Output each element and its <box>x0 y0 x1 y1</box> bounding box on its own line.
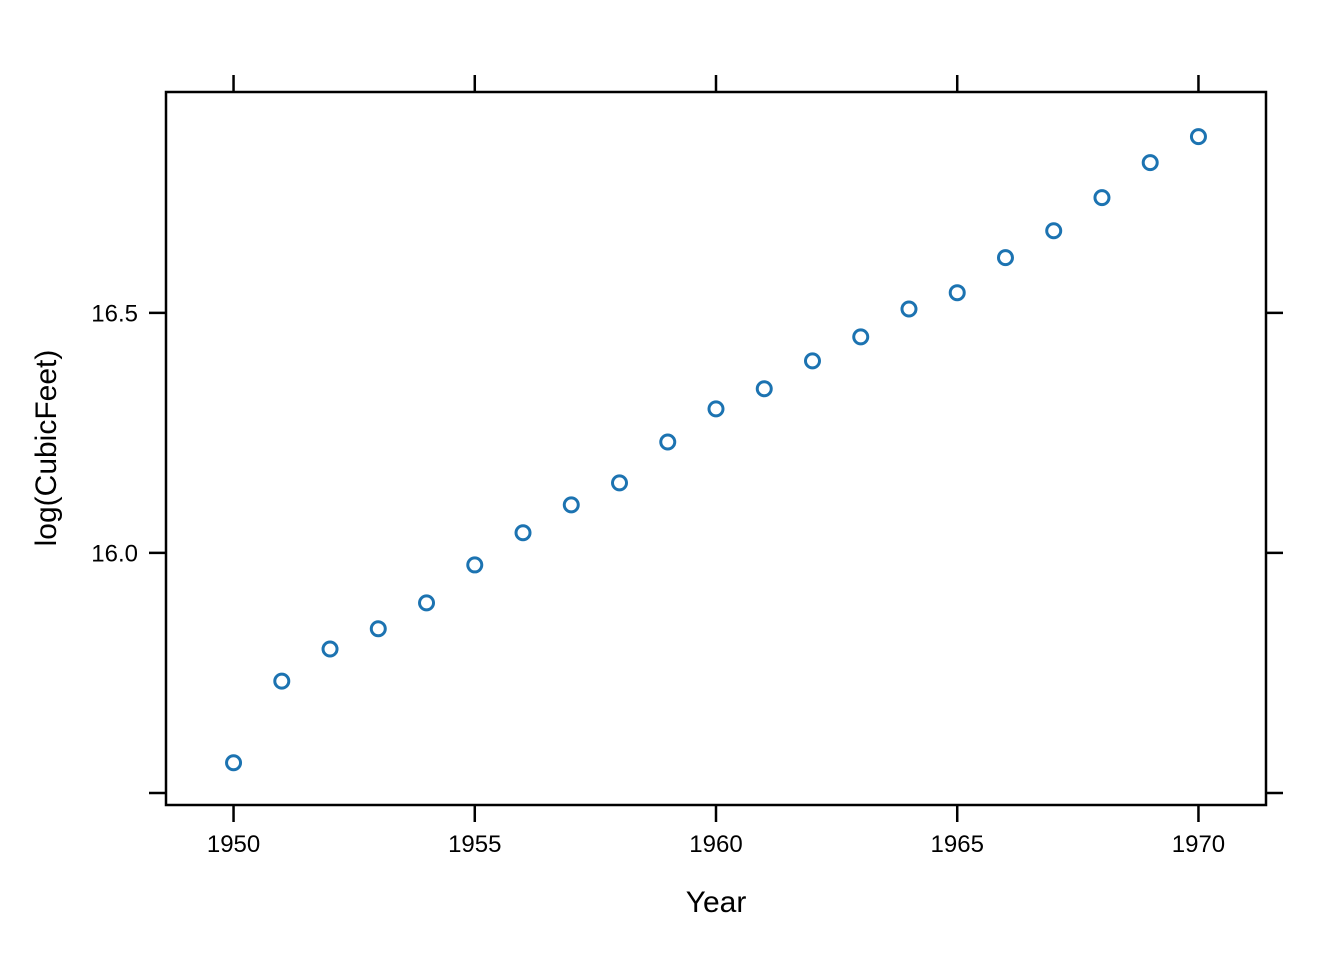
data-point <box>948 284 966 302</box>
axis-ticks-layer: 1950 1955 1960 1965 1970 16.0 16.5 <box>91 75 1283 858</box>
data-point <box>1093 189 1111 207</box>
data-point <box>562 496 580 514</box>
data-point <box>1189 128 1207 146</box>
y-axis-tick-label: 16.0 <box>91 540 138 567</box>
data-point <box>1045 222 1063 240</box>
data-point <box>466 556 484 574</box>
data-point <box>369 620 387 638</box>
plot-box <box>164 90 1268 807</box>
data-point <box>1141 154 1159 172</box>
data-point <box>611 474 629 492</box>
data-points-layer <box>225 128 1207 772</box>
data-point <box>707 400 725 418</box>
data-point <box>996 249 1014 267</box>
x-axis-tick-label: 1950 <box>207 831 260 858</box>
data-point <box>900 300 918 318</box>
y-axis-tick-label: 16.5 <box>91 300 138 327</box>
data-point <box>852 328 870 346</box>
y-axis-title: log(CubicFeet) <box>30 350 63 547</box>
data-point <box>755 380 773 398</box>
data-point <box>514 524 532 542</box>
x-axis-title: Year <box>686 886 747 919</box>
x-axis-tick-label: 1955 <box>448 831 501 858</box>
data-point <box>225 754 243 772</box>
data-point <box>321 640 339 658</box>
data-point <box>273 672 291 690</box>
data-point <box>659 433 677 451</box>
x-axis-tick-label: 1960 <box>689 831 742 858</box>
x-axis-tick-label: 1965 <box>931 831 984 858</box>
data-point <box>803 352 821 370</box>
data-point <box>418 594 436 612</box>
x-axis-tick-label: 1970 <box>1172 831 1225 858</box>
